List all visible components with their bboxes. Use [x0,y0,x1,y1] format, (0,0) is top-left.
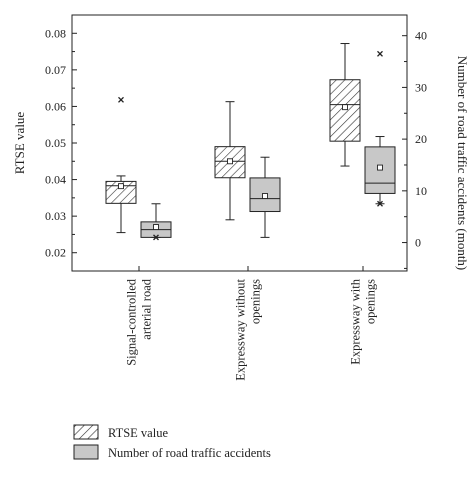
mean-marker [262,193,268,199]
category-label: arterial road [140,278,154,339]
outlier-point [377,50,383,57]
legend-swatch [73,444,99,460]
category-label: openings [364,279,378,324]
outlier-point [118,96,124,103]
left-axis-tick-label: 0.08 [45,26,66,40]
legend-swatch [73,424,99,440]
left-axis-tick-label: 0.06 [45,99,66,113]
category-label: openings [249,279,263,324]
outlier-point [153,234,159,241]
left-axis-label: RTSE value [12,112,27,175]
mean-marker [342,104,348,111]
right-axis-tick-label: 30 [415,80,427,94]
right-axis-tick-label: 10 [415,184,427,198]
left-axis-tick-label: 0.02 [45,246,66,260]
left-axis-tick-label: 0.05 [45,136,66,150]
legend-entry: RTSE value [108,426,168,440]
outlier-point [377,200,383,207]
right-axis-tick-label: 20 [415,132,427,146]
box [329,79,361,142]
category-label: Expressway without [234,278,248,380]
left-axis-tick-label: 0.04 [45,173,66,187]
category-label: Signal-controlled [125,278,139,366]
mean-marker [153,224,159,230]
right-axis-label: Number of road traffic accidents (month) [455,56,470,271]
legend-entry: Number of road traffic accidents [108,446,271,460]
category-label: Expressway with [349,278,363,364]
mean-marker [227,158,233,165]
right-axis-tick-label: 40 [415,29,427,43]
box [105,180,137,204]
mean-marker [118,183,124,190]
mean-marker [377,164,383,171]
left-axis-tick-label: 0.07 [45,63,66,77]
left-axis-tick-label: 0.03 [45,209,66,223]
right-axis-tick-label: 0 [415,236,421,250]
